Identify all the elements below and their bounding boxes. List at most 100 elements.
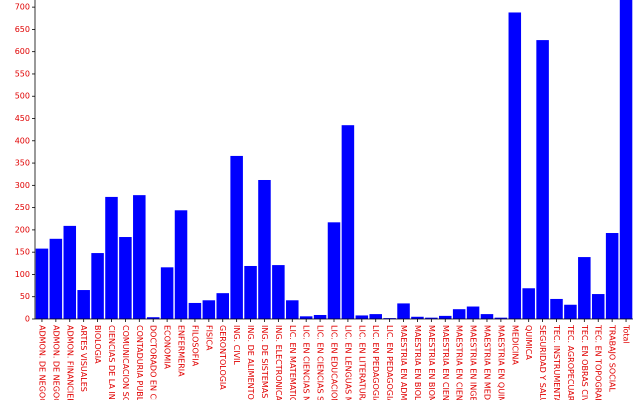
bar [341,125,355,319]
bar [160,267,174,319]
x-tick-label: SEGURIDAD Y SALUD [538,325,547,400]
bar [35,248,49,319]
bar [411,316,424,319]
bar [369,314,382,319]
x-tick-label: ING. ELECTRONICA [274,325,283,400]
x-tick-label: QUIMICA [524,325,533,360]
y-tick-label: 550 [15,69,30,78]
bar [550,298,563,319]
y-tick-label: 250 [15,203,30,212]
x-tick-label: TRABAJO SOCIAL [608,324,617,393]
bar [536,40,549,319]
x-tick-label: COMUNICACION SOC [121,325,130,400]
bar [564,304,577,319]
bar [397,303,410,319]
x-tick-label: CONTADURIA PUBLI [135,325,144,400]
bar [466,306,480,319]
y-tick-label: 350 [15,159,30,168]
x-tick-label: MAESTRIA EN INGEN [469,325,478,400]
bar [522,288,535,319]
x-tick-label: ING. DE SISTEMAS Y [260,325,269,400]
bar [174,210,188,319]
x-tick-label: MAESTRIA EN CIENC [455,325,464,400]
y-tick-label: 100 [15,270,30,279]
y-tick-label: 200 [15,225,30,234]
y-tick-label: 0 [25,315,30,324]
y-tick-label: 500 [15,92,30,101]
x-tick-label: LIC. EN EDUCACION [330,325,339,400]
x-tick-label: MAESTRIA EN ADMI [399,325,408,400]
bar [438,315,452,319]
x-tick-label: FISICA [204,325,213,351]
bar [605,233,619,319]
x-tick-label: TEC. AGROPECUARIA [566,324,575,400]
x-tick-label: MAESTRIA EN QUIMI [496,325,505,400]
bar [244,265,257,319]
x-tick-label: LIC. EN LITERATURA [357,325,366,400]
y-tick-label: 600 [15,47,30,56]
x-tick-label: LIC. EN MATEMATICA [288,325,297,400]
x-tick-label: GERONTOLOGIA [218,325,227,390]
x-tick-label: LIC. EN LENGUAS MO [343,325,352,400]
bar [49,238,63,319]
bar [77,290,90,319]
x-tick-label: ING. CIVIL [232,325,241,365]
x-tick-label: ADMON. DE NEGOCI [51,325,60,400]
bar [383,318,396,319]
bar [91,253,104,319]
bar [452,309,466,319]
bar [258,179,271,319]
bar [480,314,494,319]
y-tick-label: 150 [15,248,30,257]
x-tick-label: LIC. EN CIENCIAS NA [302,325,311,400]
y-tick-label: 450 [15,114,30,123]
x-tick-label: TEC. EN TOPOGRAFI [594,324,603,400]
bar [63,225,77,319]
bar [619,0,633,319]
bar [299,316,313,319]
x-tick-label: LIC. EN PEDAGOGIA [371,325,380,400]
bar [146,317,160,319]
bar [286,300,299,319]
x-tick-label: MAESTRIA EN CIENC [441,325,450,400]
bar [355,315,369,319]
x-tick-label: TEC. INSTRUMENTAC [552,324,561,400]
x-tick-label: ARTES VISUALES [79,325,88,392]
x-tick-label: MAESTRIA EN BIOMA [427,325,436,400]
y-tick-label: 700 [15,3,30,12]
x-tick-label: FILOSOFIA [190,325,199,367]
bar [425,317,438,319]
x-tick-label: TEC. EN OBRAS CIVI [580,324,589,400]
bar [508,12,522,320]
x-tick-label: ADMON. FINANCIER [65,325,74,400]
x-tick-label: MEDICINA [510,325,519,365]
bar [119,237,132,319]
x-tick-label: ECONOMIA [163,325,172,369]
bar [216,293,230,319]
x-tick-label: ING. DE ALIMENTOS [246,325,255,400]
bar [230,155,243,319]
bar [188,302,202,319]
x-tick-label: ADMON. DE NEGOCI [37,325,46,400]
y-tick-label: 50 [20,292,30,301]
bar [494,317,508,319]
x-tick-label: MAESTRIA EN BIOLO [413,325,422,400]
x-tick-label: LIC. EN CIENCIAS SO [316,325,325,400]
y-tick-label: 300 [15,181,30,190]
bar [327,222,341,319]
bar [591,294,605,319]
bar [202,300,216,319]
bar [272,265,285,319]
x-tick-label: ENFERMERIA [177,325,186,377]
x-tick-label: DOCTORADO EN CIE [149,325,158,400]
bar [313,314,327,319]
x-tick-label: CIENCIAS DE LA INF [107,325,116,400]
x-tick-label: Total [622,324,631,344]
y-tick-label: 400 [15,136,30,145]
bar [105,196,118,319]
y-tick-label: 650 [15,25,30,34]
x-tick-label: MAESTRIA EN MEDIC [482,325,491,400]
x-tick-label: LIC. EN PEDAGOGIA [385,325,394,400]
x-tick-label: BIOLOGIA [93,325,102,364]
